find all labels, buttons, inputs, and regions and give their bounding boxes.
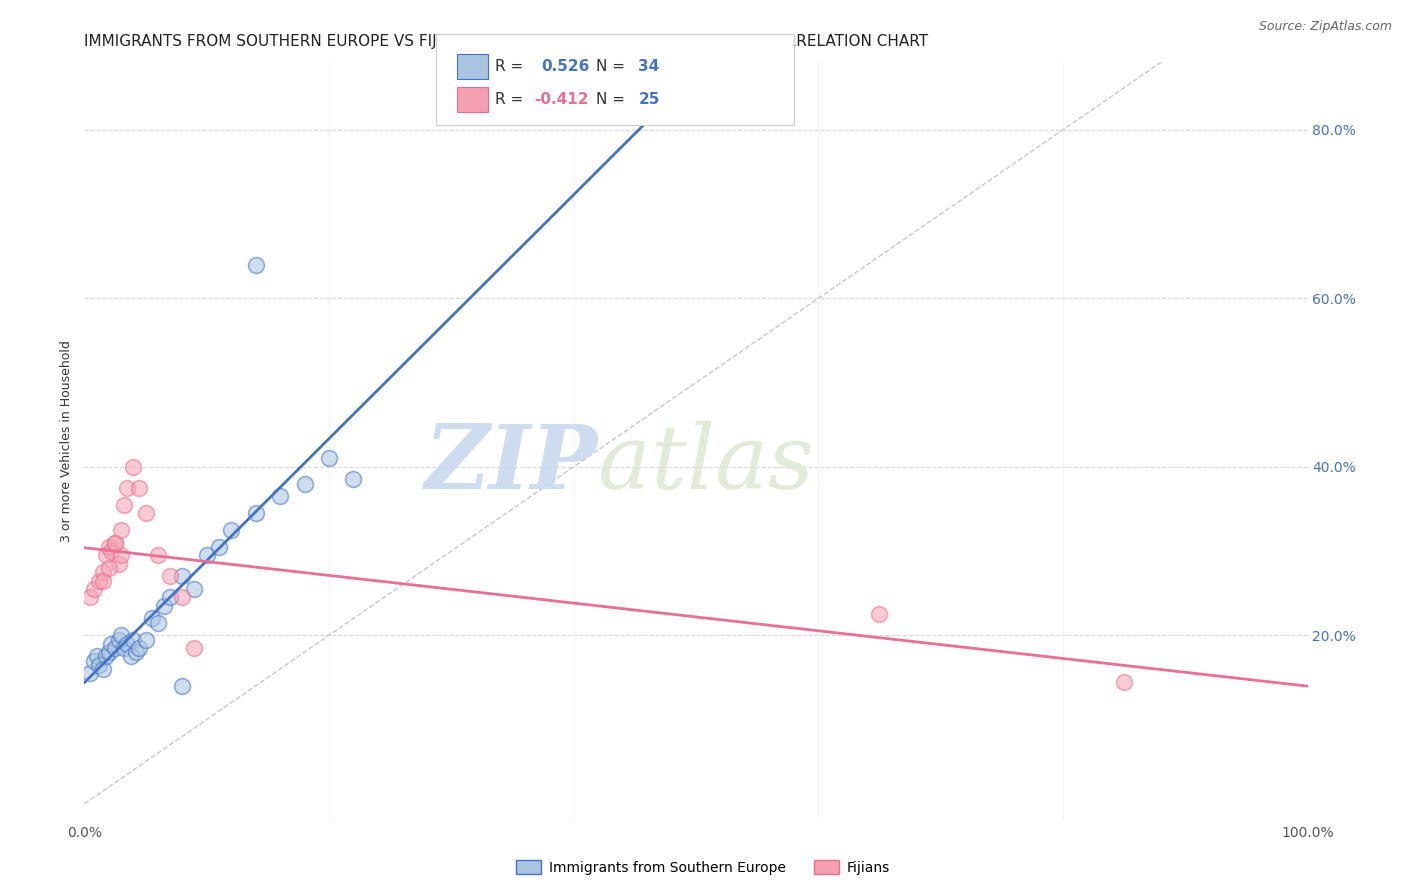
Text: IMMIGRANTS FROM SOUTHERN EUROPE VS FIJIAN 3 OR MORE VEHICLES IN HOUSEHOLD CORREL: IMMIGRANTS FROM SOUTHERN EUROPE VS FIJIA… bbox=[84, 34, 928, 49]
Point bbox=[110, 523, 132, 537]
Text: N =: N = bbox=[596, 92, 630, 106]
Point bbox=[208, 540, 231, 554]
Y-axis label: 3 or more Vehicles in Household: 3 or more Vehicles in Household bbox=[59, 341, 73, 542]
Point bbox=[342, 473, 364, 487]
Point bbox=[83, 654, 105, 668]
Point bbox=[100, 544, 122, 558]
Point bbox=[135, 632, 157, 647]
Point bbox=[195, 548, 218, 563]
Point bbox=[219, 523, 242, 537]
Point bbox=[91, 662, 114, 676]
Text: 34: 34 bbox=[638, 60, 659, 74]
Point bbox=[183, 582, 205, 596]
Point bbox=[141, 611, 163, 625]
Point bbox=[172, 679, 194, 693]
Text: atlas: atlas bbox=[598, 421, 814, 508]
Point bbox=[269, 489, 291, 503]
Point bbox=[1114, 674, 1136, 689]
Point bbox=[110, 548, 132, 563]
Point bbox=[125, 645, 148, 659]
Text: R =: R = bbox=[495, 60, 529, 74]
Point bbox=[869, 607, 891, 622]
Point bbox=[122, 459, 145, 474]
Point bbox=[245, 258, 267, 272]
Point bbox=[135, 506, 157, 520]
Point bbox=[87, 574, 110, 588]
Point bbox=[104, 535, 127, 549]
Text: Source: ZipAtlas.com: Source: ZipAtlas.com bbox=[1258, 20, 1392, 33]
Point bbox=[110, 628, 132, 642]
Point bbox=[172, 569, 194, 583]
Point bbox=[318, 451, 340, 466]
Point bbox=[96, 548, 118, 563]
Text: 25: 25 bbox=[638, 92, 659, 106]
Point bbox=[104, 640, 127, 655]
Point bbox=[159, 569, 181, 583]
Point bbox=[87, 657, 110, 672]
Text: ZIP: ZIP bbox=[425, 421, 598, 508]
Point bbox=[112, 640, 135, 655]
Point bbox=[91, 565, 114, 579]
Point bbox=[91, 574, 114, 588]
Point bbox=[96, 649, 118, 664]
Point bbox=[172, 591, 194, 605]
Text: R =: R = bbox=[495, 92, 529, 106]
Point bbox=[79, 591, 101, 605]
Point bbox=[112, 498, 135, 512]
Point bbox=[146, 615, 169, 630]
Point bbox=[153, 599, 176, 613]
Point bbox=[97, 561, 120, 575]
Point bbox=[183, 640, 205, 655]
Point bbox=[97, 645, 120, 659]
Legend: Immigrants from Southern Europe, Fijians: Immigrants from Southern Europe, Fijians bbox=[510, 855, 896, 880]
Point bbox=[83, 582, 105, 596]
Point bbox=[146, 548, 169, 563]
Point bbox=[107, 557, 129, 571]
Point bbox=[104, 535, 127, 549]
Point bbox=[97, 540, 120, 554]
Point bbox=[128, 640, 150, 655]
Point bbox=[294, 476, 316, 491]
Point bbox=[115, 637, 138, 651]
Point bbox=[120, 649, 142, 664]
Point bbox=[79, 666, 101, 681]
Point bbox=[115, 481, 138, 495]
Text: N =: N = bbox=[596, 60, 630, 74]
Point bbox=[128, 481, 150, 495]
Point bbox=[159, 591, 181, 605]
Point bbox=[107, 632, 129, 647]
Point bbox=[122, 632, 145, 647]
Point bbox=[245, 506, 267, 520]
Point bbox=[86, 649, 108, 664]
Text: 0.526: 0.526 bbox=[541, 60, 589, 74]
Text: -0.412: -0.412 bbox=[534, 92, 589, 106]
Point bbox=[100, 637, 122, 651]
